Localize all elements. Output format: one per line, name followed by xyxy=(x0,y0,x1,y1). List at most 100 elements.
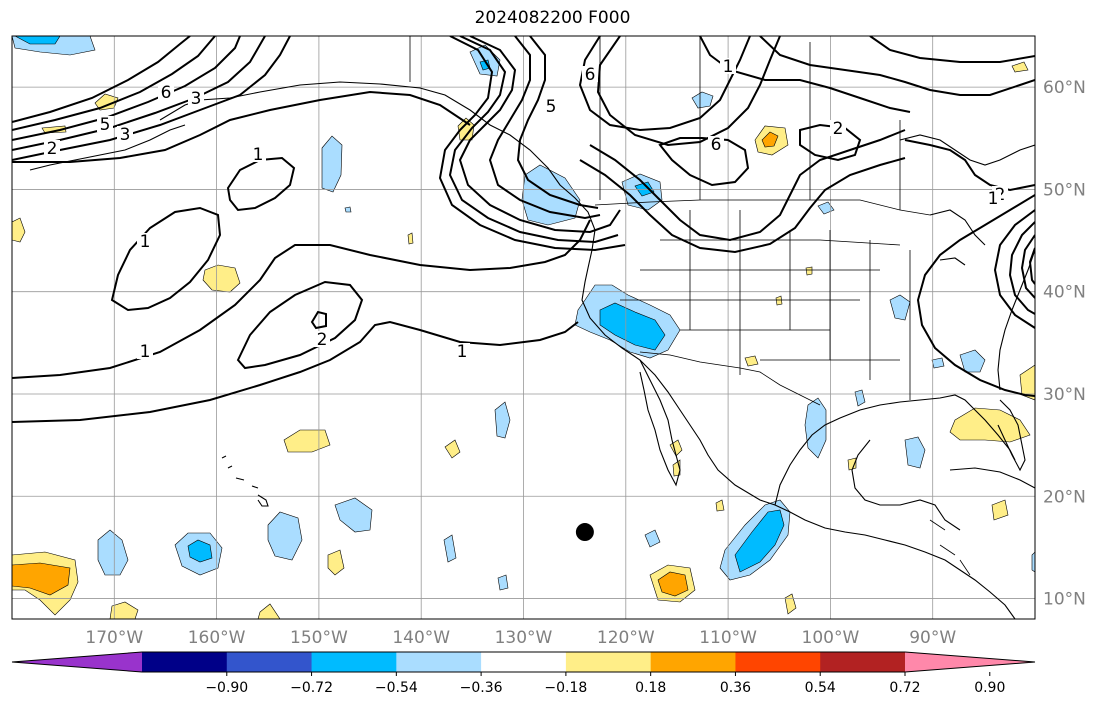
shade-region-yellow xyxy=(1019,364,1035,401)
coastline-gulf xyxy=(774,394,1016,531)
shade-region-cyan xyxy=(187,539,213,563)
colorbar-tick-label: 0.90 xyxy=(974,680,1005,696)
coastline-baja xyxy=(639,359,681,487)
shade-region-blue xyxy=(494,401,511,439)
contour-line xyxy=(916,194,1035,397)
shade-region-cyan xyxy=(14,36,61,45)
coastline-eastcoast xyxy=(997,249,1035,391)
contour-line xyxy=(1008,221,1035,315)
contour-line xyxy=(310,310,327,330)
shade-region-yellow xyxy=(775,295,783,306)
colorbar-tick-label: −0.18 xyxy=(544,680,587,696)
colorbar-segment xyxy=(650,652,736,672)
colorbar-segment xyxy=(142,652,228,672)
contour-line xyxy=(1020,234,1035,299)
border-us-canada xyxy=(594,199,931,216)
contour-label: 2 xyxy=(317,330,328,350)
contour-label: 6 xyxy=(585,65,596,85)
colorbar-segment xyxy=(735,652,821,672)
contour-label: 3 xyxy=(120,125,131,145)
coastline-aleutians xyxy=(29,124,186,171)
contour-line xyxy=(699,36,911,113)
shade-region-blue xyxy=(321,135,343,193)
contour-label: 2 xyxy=(833,119,844,139)
contour-line xyxy=(448,36,619,244)
contour-label-bg xyxy=(830,120,846,136)
contour-line xyxy=(759,36,1035,96)
shade-region-cyan xyxy=(734,509,785,573)
shade-region-blue xyxy=(804,397,827,459)
lon-tick-label: 120°W xyxy=(597,628,655,648)
contour-label-bg xyxy=(250,146,266,162)
shade-region-blue xyxy=(1031,551,1035,573)
colorbar-tick-label: 0.36 xyxy=(720,680,751,696)
lon-tick-label: 90°W xyxy=(909,628,956,648)
contour-line xyxy=(12,320,579,423)
shade-region-yellow xyxy=(457,117,475,141)
colorbar-segment xyxy=(396,652,482,672)
contour-line xyxy=(799,123,862,162)
map-frame xyxy=(11,35,1036,620)
lon-tick-label: 140°W xyxy=(392,628,450,648)
shade-region-yellow xyxy=(12,217,26,243)
contour-label-bg xyxy=(543,98,559,114)
contour-line xyxy=(993,209,1035,329)
colorbar-segment xyxy=(226,652,313,672)
contour-label-bg xyxy=(582,66,598,82)
contour-label-bg xyxy=(188,90,204,106)
coastlines xyxy=(29,81,1035,619)
contour-labels: 11112235566226131 xyxy=(44,57,1008,362)
colorbar-labels: −0.90 −0.72 −0.54 −0.36 −0.18 0.18 0.36 0.54 0.7… xyxy=(205,672,1005,696)
contour-line xyxy=(12,36,216,131)
colorbar xyxy=(11,651,1036,673)
shade-region-yellow xyxy=(41,125,67,134)
colorbar-segment xyxy=(481,652,567,672)
coastline-alaska xyxy=(159,81,1016,619)
contour-line xyxy=(658,137,750,187)
storm-center-marker xyxy=(575,523,594,542)
contour-label: 1 xyxy=(140,342,151,362)
contour-label: 1 xyxy=(457,342,468,362)
contour-line xyxy=(869,36,1035,63)
contour-label: 1 xyxy=(140,232,151,252)
contour-label: 6 xyxy=(161,83,172,103)
longitude-labels: 170°W 160°W 150°W 140°W 130°W 120°W 110°W 100°W… xyxy=(85,628,956,648)
shade-region-orange xyxy=(12,562,71,596)
contour-line xyxy=(1028,247,1035,285)
lon-tick-label: 170°W xyxy=(85,628,143,648)
lon-tick-label: 110°W xyxy=(699,628,757,648)
contour-line xyxy=(236,280,364,370)
shade-region-blue xyxy=(97,529,129,576)
coastline-cuba xyxy=(949,467,1035,489)
contour-label-bg xyxy=(97,116,113,132)
shade-region-blue xyxy=(931,357,945,369)
colorbar-segment xyxy=(311,652,397,672)
lat-tick-label: 50°N xyxy=(1043,180,1086,200)
shade-region-blue xyxy=(344,206,352,213)
lat-tick-label: 10°N xyxy=(1043,590,1086,610)
contour-line xyxy=(226,156,296,212)
contour-label: 5 xyxy=(546,97,557,117)
shade-region-yellow xyxy=(327,549,345,576)
colorbar-extend-low xyxy=(12,652,142,672)
colorbar-tick-label: −0.54 xyxy=(375,680,418,696)
shade-region-blue xyxy=(443,534,457,563)
colorbar-tick-label: −0.90 xyxy=(205,680,248,696)
coastline-florida xyxy=(997,399,1026,472)
border-us-mexico xyxy=(639,351,821,406)
lon-tick-label: 160°W xyxy=(188,628,246,648)
contour-line xyxy=(458,36,621,234)
contour-label-bg xyxy=(720,58,736,74)
lat-tick-label: 20°N xyxy=(1043,487,1086,507)
coastline-greatlakes xyxy=(929,209,986,266)
border-central-america xyxy=(929,519,971,576)
contour-line xyxy=(438,36,626,252)
contour-line xyxy=(516,36,599,209)
shade-region-orange xyxy=(657,571,689,597)
contour-label-bg xyxy=(117,126,133,142)
contour-line xyxy=(488,36,601,220)
shade-region-orange xyxy=(761,131,779,148)
contour-label: 5 xyxy=(100,115,111,135)
shade-region-blue xyxy=(497,574,509,591)
